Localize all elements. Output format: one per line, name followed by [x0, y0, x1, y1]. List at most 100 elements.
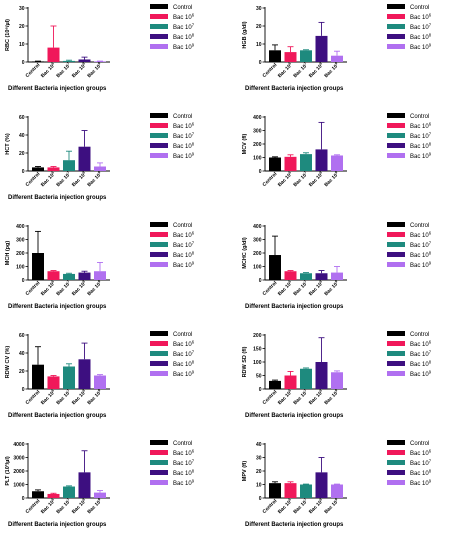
y-tick-label: 0	[259, 387, 262, 393]
legend-label-4: Bac 108	[410, 251, 432, 260]
legend-swatch-1	[387, 331, 405, 336]
legend-label-5: Bac 109	[173, 261, 195, 270]
legend-swatch-3	[387, 351, 405, 356]
x-tick-label-5: Bac 109	[323, 497, 341, 515]
bar-4	[78, 472, 91, 498]
legend-swatch-3	[150, 242, 168, 247]
bar-3	[63, 160, 75, 171]
legend-swatch-2	[150, 123, 168, 128]
bar-5	[94, 492, 106, 498]
x-tick-label-4: Bac 108	[70, 61, 88, 79]
bar-5	[94, 271, 106, 280]
y-axis-label: MCH (pg)	[5, 241, 11, 266]
legend-swatch-1	[387, 222, 405, 227]
bar-3	[63, 273, 75, 280]
y-axis-label: RDW CV (%)	[5, 346, 11, 379]
legend-label-2: Bac 106	[173, 122, 195, 131]
bar-2	[47, 47, 60, 62]
x-axis-title: Different Bacteria injection groups	[8, 413, 107, 419]
bar-2	[47, 167, 60, 171]
legend-swatch-1	[150, 4, 168, 9]
legend-label-5: Bac 109	[173, 152, 195, 161]
bar-2	[284, 156, 297, 171]
legend-label-5: Bac 109	[410, 479, 432, 488]
legend-swatch-3	[150, 351, 168, 356]
x-tick-label-5: Bac 109	[86, 170, 104, 188]
legend-swatch-4	[150, 34, 168, 39]
bar-4	[78, 359, 91, 389]
x-tick-label-3: Bac 107	[55, 388, 73, 406]
x-tick-label-1: Control	[25, 389, 42, 406]
legend-swatch-3	[150, 24, 168, 29]
legend-label-5: Bac 109	[410, 370, 432, 379]
legend-swatch-2	[150, 341, 168, 346]
bar-3	[63, 60, 75, 62]
legend-label-4: Bac 108	[410, 142, 432, 151]
bar-2	[47, 376, 60, 389]
x-tick-label-3: Bac 107	[292, 170, 310, 188]
x-tick-label-5: Bac 109	[323, 61, 341, 79]
legend-label-3: Bac 107	[173, 23, 195, 32]
legend-swatch-1	[387, 113, 405, 118]
legend-label-1: Control	[173, 441, 192, 447]
y-tick-label: 1000	[13, 482, 24, 488]
y-tick-label: 0	[22, 169, 25, 175]
x-axis-title: Different Bacteria injection groups	[8, 522, 107, 528]
legend-label-5: Bac 109	[410, 261, 432, 270]
bar-1	[269, 380, 281, 389]
x-tick-label-2: Bac 106	[276, 279, 294, 297]
y-tick-label: 0	[22, 278, 25, 284]
legend-label-2: Bac 106	[410, 122, 432, 131]
legend-swatch-5	[387, 153, 405, 158]
bar-4	[315, 149, 328, 171]
x-tick-label-2: Bac 106	[39, 61, 57, 79]
bar-5	[331, 55, 343, 62]
y-axis-label: HCT (%)	[5, 133, 11, 155]
y-tick-label: 0	[22, 387, 25, 393]
legend-swatch-5	[387, 480, 405, 485]
legend-swatch-1	[387, 440, 405, 445]
y-axis-label: HGB (g/dl)	[242, 21, 248, 48]
legend-label-3: Bac 107	[410, 241, 432, 250]
bar-5	[94, 375, 106, 389]
bar-4	[315, 472, 328, 498]
bar-1	[32, 61, 44, 62]
x-tick-label-4: Bac 108	[70, 170, 88, 188]
legend-swatch-4	[387, 470, 405, 475]
y-tick-label: 400	[253, 224, 262, 230]
x-tick-label-4: Bac 108	[70, 497, 88, 515]
x-tick-label-3: Bac 107	[55, 279, 73, 297]
x-tick-label-2: Bac 106	[39, 170, 57, 188]
y-tick-label: 100	[253, 360, 262, 366]
legend-label-3: Bac 107	[410, 132, 432, 141]
x-axis-title: Different Bacteria injection groups	[8, 304, 107, 310]
y-tick-label: 40	[19, 133, 25, 139]
y-tick-label: 20	[19, 24, 25, 30]
y-tick-label: 60	[19, 333, 25, 339]
x-tick-label-2: Bac 106	[276, 388, 294, 406]
legend-label-4: Bac 108	[173, 251, 195, 260]
legend-swatch-2	[150, 232, 168, 237]
legend-swatch-3	[150, 460, 168, 465]
y-tick-label: 30	[256, 455, 262, 461]
legend-label-2: Bac 106	[410, 340, 432, 349]
legend-swatch-1	[150, 331, 168, 336]
legend-label-3: Bac 107	[410, 459, 432, 468]
legend-label-2: Bac 106	[173, 449, 195, 458]
x-tick-label-5: Bac 109	[323, 279, 341, 297]
bar-2	[47, 493, 60, 498]
legend-label-4: Bac 108	[410, 33, 432, 42]
y-axis-label: MCHC (g/dl)	[242, 237, 248, 269]
bar-2	[47, 271, 60, 280]
legend-swatch-2	[387, 232, 405, 237]
legend-label-3: Bac 107	[173, 350, 195, 359]
legend-swatch-4	[387, 143, 405, 148]
y-tick-label: 30	[256, 6, 262, 12]
legend-swatch-4	[150, 252, 168, 257]
y-tick-label: 0	[259, 278, 262, 284]
y-tick-label: 40	[19, 351, 25, 357]
